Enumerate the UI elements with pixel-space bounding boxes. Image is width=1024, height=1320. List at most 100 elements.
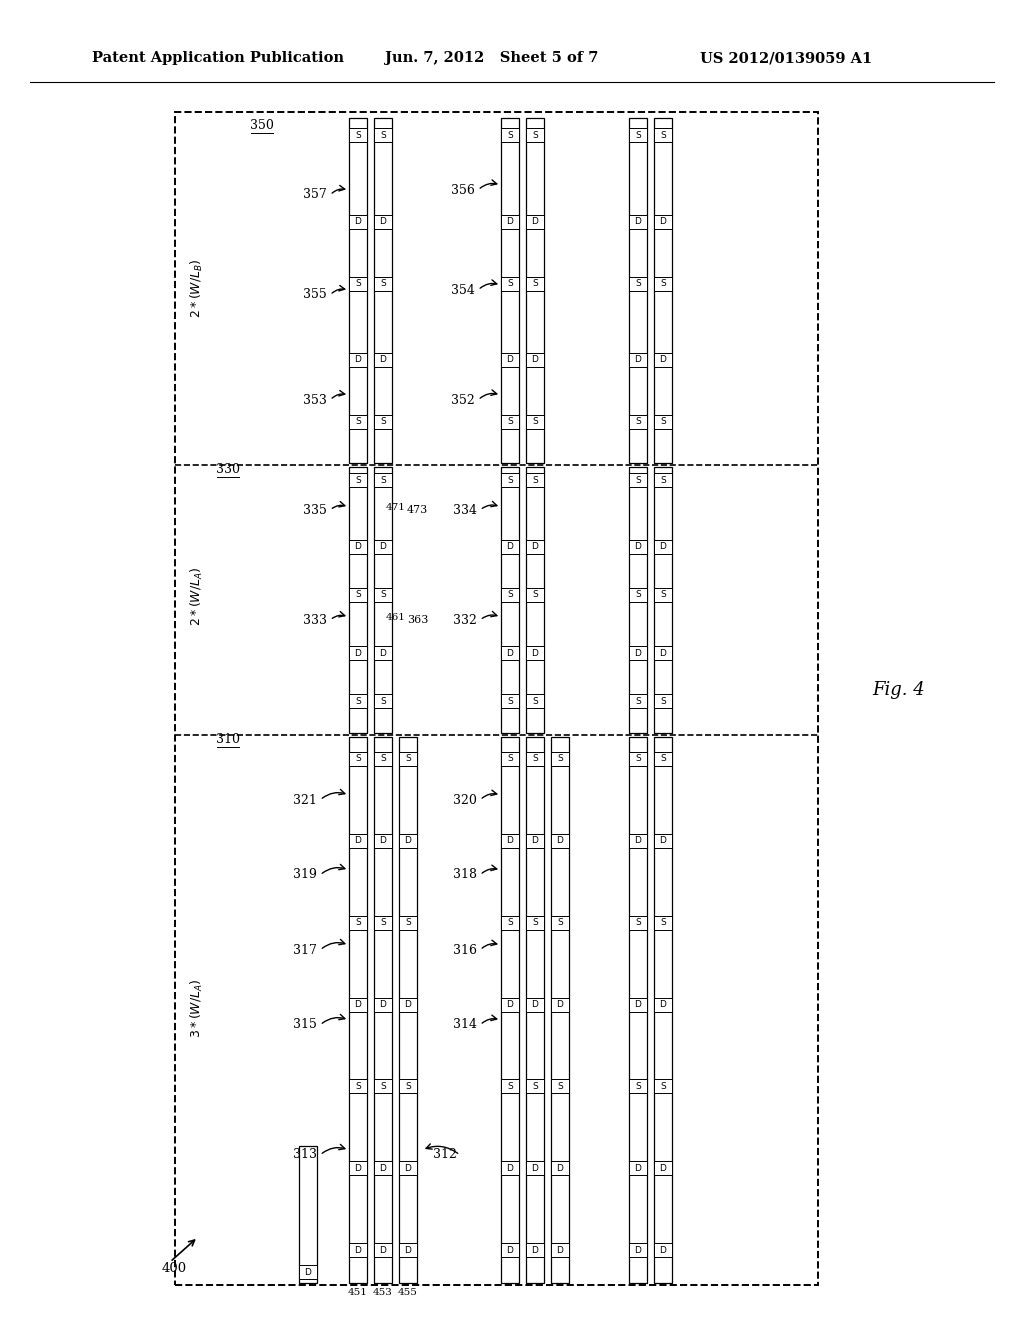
Text: S: S [660, 475, 666, 484]
Bar [399, 834, 417, 847]
Bar [374, 587, 392, 602]
Bar [501, 1080, 519, 1093]
Text: S: S [557, 754, 563, 763]
Text: D: D [507, 216, 513, 226]
Text: D: D [557, 837, 563, 845]
Bar [551, 737, 569, 1283]
Text: D: D [380, 1164, 386, 1173]
Text: 453: 453 [373, 1288, 393, 1298]
Bar [399, 737, 417, 1283]
Bar [374, 737, 392, 1283]
Text: D: D [635, 355, 641, 364]
Text: 355: 355 [303, 289, 327, 301]
Bar [349, 214, 367, 228]
Bar [374, 834, 392, 847]
Bar [629, 916, 647, 929]
Bar [526, 467, 544, 733]
Bar [526, 1243, 544, 1257]
Bar [374, 752, 392, 766]
Bar [501, 352, 519, 367]
Text: 350: 350 [250, 119, 274, 132]
Text: Patent Application Publication: Patent Application Publication [92, 51, 344, 65]
Text: D: D [354, 355, 361, 364]
Text: S: S [660, 754, 666, 763]
Text: D: D [635, 648, 641, 657]
Text: 400: 400 [162, 1262, 187, 1275]
Text: S: S [660, 919, 666, 927]
Bar [399, 752, 417, 766]
Bar [349, 117, 367, 463]
Text: D: D [380, 837, 386, 845]
Text: 310: 310 [216, 733, 240, 746]
Text: D: D [659, 837, 667, 845]
Text: S: S [532, 590, 538, 599]
Bar [175, 112, 818, 1284]
Text: S: S [355, 1082, 360, 1090]
Bar [629, 1162, 647, 1175]
Bar [374, 352, 392, 367]
Text: S: S [406, 919, 411, 927]
Text: S: S [355, 590, 360, 599]
Text: D: D [404, 1246, 412, 1255]
Bar [551, 998, 569, 1011]
Text: D: D [557, 1164, 563, 1173]
Bar [501, 916, 519, 929]
Text: US 2012/0139059 A1: US 2012/0139059 A1 [700, 51, 872, 65]
Text: 473: 473 [407, 506, 428, 515]
Bar [501, 214, 519, 228]
Text: D: D [635, 1164, 641, 1173]
Bar [349, 998, 367, 1011]
Text: D: D [380, 1246, 386, 1255]
Bar [349, 1080, 367, 1093]
Text: S: S [635, 754, 641, 763]
Bar [349, 647, 367, 660]
Text: D: D [507, 1001, 513, 1008]
Text: D: D [404, 1164, 412, 1173]
Text: D: D [659, 355, 667, 364]
Text: S: S [635, 131, 641, 140]
Bar [501, 117, 519, 463]
Bar [349, 1162, 367, 1175]
Text: D: D [659, 1001, 667, 1008]
Text: D: D [354, 543, 361, 552]
Text: D: D [635, 216, 641, 226]
Bar [501, 647, 519, 660]
Bar [399, 916, 417, 929]
Text: 316: 316 [453, 944, 477, 957]
Bar [501, 474, 519, 487]
Text: S: S [355, 417, 360, 426]
Bar [349, 1243, 367, 1257]
Bar [374, 916, 392, 929]
Text: D: D [404, 837, 412, 845]
Bar [501, 467, 519, 733]
Bar [654, 1162, 672, 1175]
Text: S: S [355, 131, 360, 140]
Bar [526, 916, 544, 929]
Bar [526, 214, 544, 228]
Bar [654, 998, 672, 1011]
Bar [501, 414, 519, 429]
Text: S: S [507, 919, 513, 927]
Bar [374, 1243, 392, 1257]
Bar [349, 694, 367, 708]
Text: Jun. 7, 2012   Sheet 5 of 7: Jun. 7, 2012 Sheet 5 of 7 [385, 51, 598, 65]
Text: D: D [635, 543, 641, 552]
Bar [374, 117, 392, 463]
Text: D: D [380, 648, 386, 657]
Bar [526, 647, 544, 660]
Text: 318: 318 [453, 869, 477, 882]
Bar [374, 414, 392, 429]
Bar [374, 998, 392, 1011]
Text: D: D [507, 355, 513, 364]
Text: S: S [635, 1082, 641, 1090]
Text: D: D [507, 543, 513, 552]
Bar [629, 737, 647, 1283]
Bar [629, 998, 647, 1011]
Text: D: D [635, 1001, 641, 1008]
Text: S: S [635, 279, 641, 288]
Bar [349, 352, 367, 367]
Bar [629, 752, 647, 766]
Bar [526, 587, 544, 602]
Text: D: D [659, 648, 667, 657]
Bar [654, 128, 672, 143]
